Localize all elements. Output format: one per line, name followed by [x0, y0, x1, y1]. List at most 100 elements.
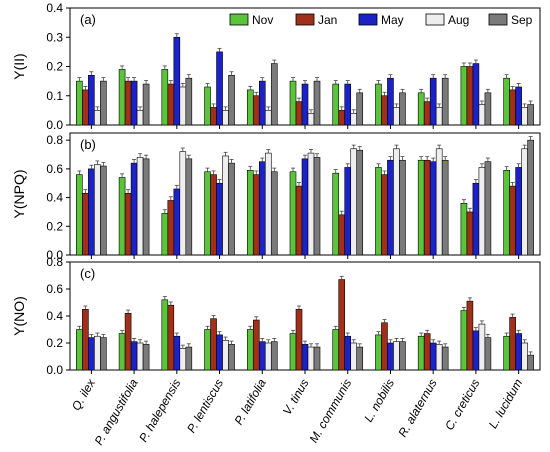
bar	[356, 346, 364, 371]
bar	[387, 77, 394, 126]
bar	[161, 69, 169, 126]
bar	[222, 110, 229, 126]
bar	[130, 162, 138, 256]
y-tick-label: 0.2	[46, 219, 63, 233]
bar	[246, 89, 254, 126]
y-tick-label: 0.4	[46, 1, 63, 15]
bar	[435, 344, 443, 371]
bar	[399, 159, 406, 256]
bar	[375, 83, 382, 126]
bar	[503, 170, 510, 256]
bar	[118, 333, 126, 371]
bar	[173, 335, 181, 371]
bar	[375, 167, 382, 256]
bar	[350, 113, 358, 126]
bar	[350, 148, 358, 256]
bar	[173, 188, 181, 256]
bar	[258, 341, 266, 371]
bar	[344, 83, 352, 126]
bar	[264, 342, 272, 371]
bar	[387, 159, 394, 256]
y-tick-label: 0.8	[46, 255, 63, 269]
legend-label: Aug	[448, 13, 469, 27]
bar	[270, 171, 278, 256]
bar	[423, 159, 431, 256]
bar	[472, 330, 480, 371]
legend-label: Sep	[511, 13, 533, 27]
y-tick-label: 0.8	[46, 133, 63, 147]
bar	[393, 341, 400, 371]
legend-swatch	[488, 13, 508, 26]
panel-label: (b)	[80, 137, 96, 152]
bar	[399, 341, 406, 371]
x-category-label: P. halepensis	[136, 377, 183, 445]
legend-swatch	[295, 13, 315, 26]
bar	[417, 92, 425, 126]
bar	[167, 200, 175, 256]
bar	[210, 107, 217, 126]
bar	[344, 167, 352, 256]
bar	[423, 101, 431, 126]
bar	[252, 174, 260, 256]
bar	[429, 161, 437, 256]
bar	[307, 346, 315, 371]
bar	[228, 344, 235, 371]
bar	[515, 333, 522, 371]
y-tick-label: 0.1	[46, 89, 63, 103]
bar	[88, 168, 95, 256]
y-tick-label: 0.6	[46, 162, 63, 176]
bar	[295, 308, 303, 371]
bar	[466, 66, 474, 126]
bar	[258, 161, 266, 256]
bar	[161, 299, 169, 371]
bar	[222, 155, 229, 256]
bar	[124, 312, 132, 371]
bar	[417, 335, 425, 371]
bar	[216, 182, 223, 256]
bar	[350, 342, 358, 371]
bar	[76, 80, 83, 126]
bar	[332, 172, 340, 256]
legend-label: Jan	[318, 13, 337, 27]
bar	[356, 149, 364, 256]
bar	[82, 192, 89, 256]
bar	[130, 80, 138, 126]
bar	[295, 185, 303, 256]
x-category-label: M. communis	[307, 377, 355, 446]
bar	[88, 74, 95, 126]
bar	[478, 167, 486, 256]
bar	[88, 337, 95, 371]
bar	[344, 335, 352, 371]
y-tick-label: 0.6	[46, 282, 63, 296]
bar	[509, 185, 516, 256]
bar	[142, 344, 150, 371]
bar	[216, 51, 223, 126]
legend-swatch	[358, 13, 378, 26]
bar	[435, 107, 443, 126]
bar	[252, 95, 260, 126]
bar	[228, 162, 235, 256]
bar	[100, 337, 107, 371]
y-axis-label: Y(II)	[11, 53, 27, 79]
bar	[100, 165, 107, 256]
y-tick-label: 0.2	[46, 336, 63, 350]
bar	[509, 89, 516, 126]
bar	[204, 171, 211, 256]
bar	[375, 334, 382, 371]
bar	[460, 310, 468, 371]
bar	[264, 110, 272, 126]
y-tick-label: 0.3	[46, 30, 63, 44]
bar	[435, 148, 443, 256]
bar	[429, 342, 437, 371]
y-tick-label: 0.0	[46, 248, 63, 262]
y-tick-label: 0.2	[46, 60, 63, 74]
y-tick-label: 0.0	[46, 363, 63, 377]
bar	[472, 182, 480, 256]
bar	[460, 66, 468, 126]
bar	[466, 211, 474, 256]
bar	[417, 159, 425, 256]
bar	[515, 167, 522, 256]
bar	[161, 213, 169, 256]
bar	[484, 161, 492, 256]
